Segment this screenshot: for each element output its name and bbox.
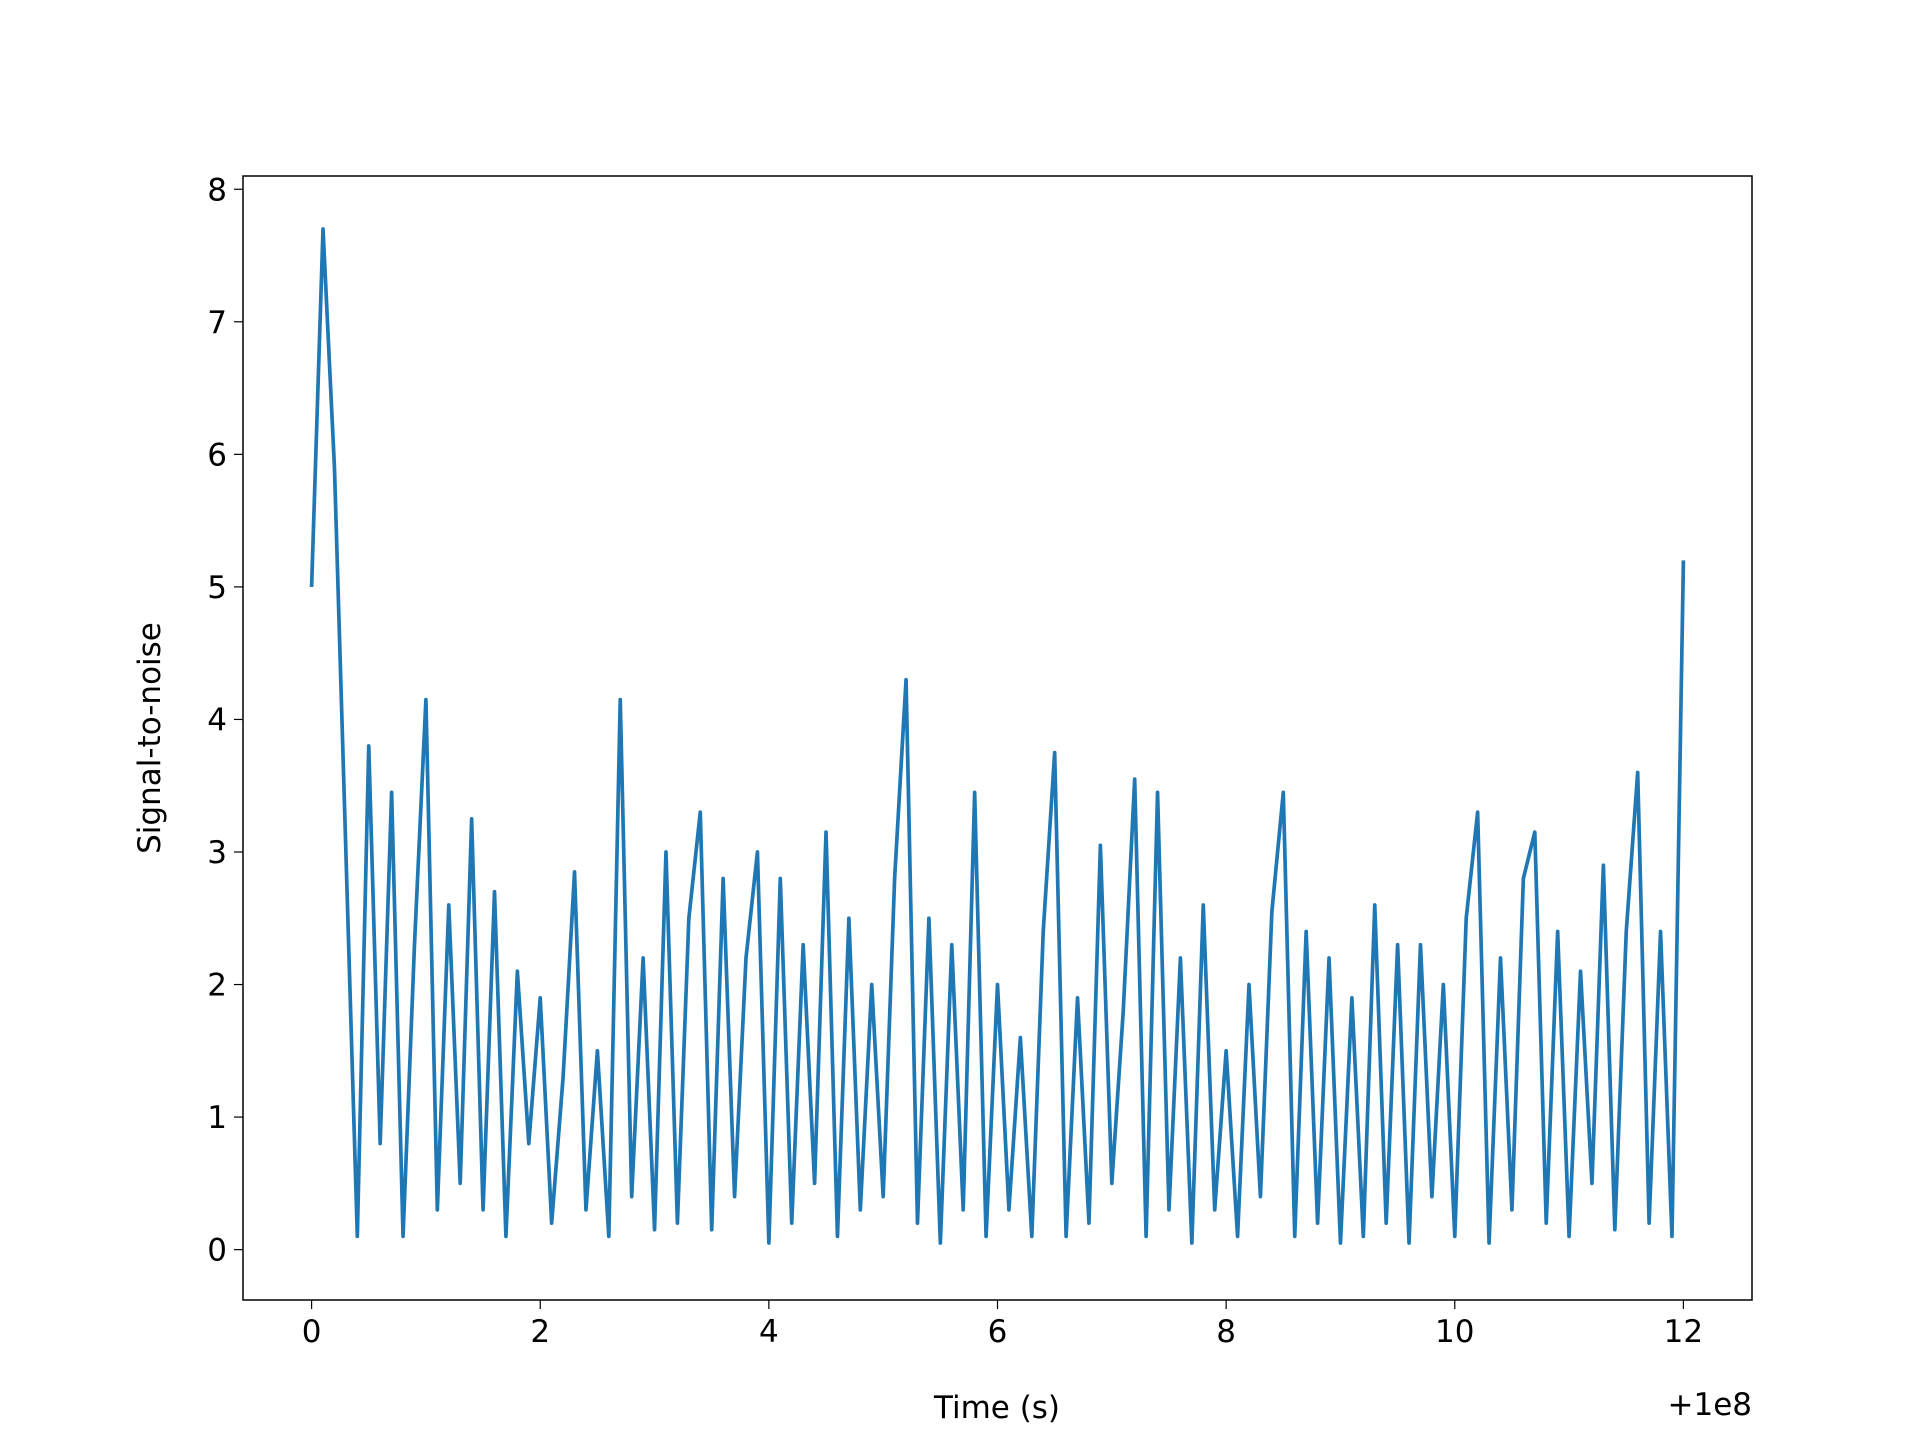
y-tick-label: 4 bbox=[207, 702, 227, 738]
line-series bbox=[309, 227, 1686, 1245]
y-tick-label: 7 bbox=[207, 305, 227, 341]
y-tick-label: 3 bbox=[207, 835, 227, 871]
x-tick-label: 6 bbox=[988, 1314, 1008, 1350]
y-axis-label: Signal-to-noise bbox=[132, 622, 168, 854]
x-tick-label: 2 bbox=[530, 1314, 550, 1350]
x-offset-label: +1e8 bbox=[1668, 1387, 1753, 1423]
y-tick-label: 8 bbox=[207, 172, 227, 208]
y-tick-label: 5 bbox=[207, 570, 227, 606]
x-tick-label: 0 bbox=[302, 1314, 322, 1350]
y-tick-label: 0 bbox=[207, 1233, 227, 1269]
x-axis-label: Time (s) bbox=[933, 1390, 1060, 1426]
y-tick-label: 6 bbox=[207, 437, 227, 473]
x-tick-label: 10 bbox=[1435, 1314, 1474, 1350]
y-tick-label: 2 bbox=[207, 968, 227, 1004]
x-tick-label: 12 bbox=[1664, 1314, 1703, 1350]
x-tick-label: 8 bbox=[1216, 1314, 1236, 1350]
y-tick-label: 1 bbox=[207, 1100, 227, 1136]
plot-frame bbox=[242, 175, 1753, 1301]
x-tick-label: 4 bbox=[759, 1314, 779, 1350]
